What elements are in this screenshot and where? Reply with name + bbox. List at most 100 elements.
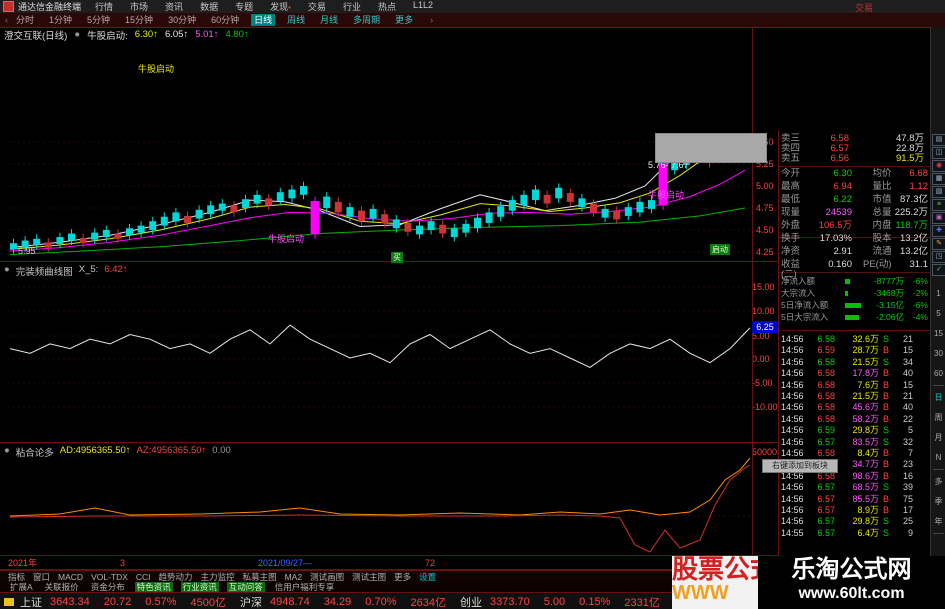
- menu-bar: 通达信金融终端 行情 市场 资讯 数据 专题 发现• 交易 行业 热点 L1L2 交易: [0, 0, 945, 13]
- period-tab-15分钟[interactable]: 15分钟: [125, 15, 154, 25]
- grid-icon[interactable]: ▤: [932, 134, 945, 146]
- period-tab-5分钟[interactable]: 5分钟: [87, 15, 111, 25]
- indicator-tab-MA2[interactable]: MA2: [284, 571, 303, 582]
- quote-cell: 14:56: [781, 379, 804, 390]
- quote-cell: 2.91: [833, 246, 853, 257]
- quote-cell: 58.2万: [852, 413, 879, 424]
- menu-item-市场[interactable]: 市场: [130, 2, 149, 12]
- date-axis-tick[interactable]: 2021/09/27—: [258, 558, 313, 568]
- indicator-tab-测试画图[interactable]: 测试画图: [310, 571, 345, 582]
- pattern-icon[interactable]: ▧: [932, 186, 945, 198]
- date-axis-tick[interactable]: 3: [120, 558, 126, 568]
- scroll-left-icon[interactable]: ‹: [5, 15, 8, 25]
- panel-divider-1[interactable]: [0, 261, 778, 262]
- indicator-tab-私募主图[interactable]: 私募主图: [242, 571, 277, 582]
- indicator-tab-更多[interactable]: 更多: [394, 571, 412, 582]
- panel2-current-value-badge: 6.25: [752, 321, 778, 333]
- period-tab-60分钟[interactable]: 60分钟: [211, 15, 240, 25]
- index-label[interactable]: 上证: [20, 596, 42, 609]
- panel3-indicator-name[interactable]: 粘合论多: [15, 448, 54, 459]
- menu-item-发现[interactable]: 发现•: [270, 2, 291, 12]
- index-label[interactable]: 创业: [459, 596, 482, 609]
- panel-icon[interactable]: ▦: [932, 173, 945, 185]
- period-tab-30分钟[interactable]: 30分钟: [168, 15, 197, 25]
- indicator-tab-MACD[interactable]: MACD: [58, 571, 84, 582]
- period-tab-更多[interactable]: 更多: [395, 15, 414, 25]
- scroll-right-icon[interactable]: ›: [430, 15, 434, 25]
- rail-period-5[interactable]: 5: [936, 309, 941, 318]
- rail-period-15[interactable]: 15: [934, 329, 943, 338]
- period-tab-月线[interactable]: 月线: [320, 15, 339, 25]
- stamp-icon[interactable]: ▣: [932, 212, 945, 224]
- rail-period-30[interactable]: 30: [934, 349, 943, 358]
- panel2-indicator-name[interactable]: 完装频曲线图: [15, 267, 73, 278]
- rail-period-多[interactable]: 多: [934, 477, 943, 486]
- quote-cell: 15: [902, 345, 913, 356]
- rail-period-日[interactable]: 日: [934, 393, 943, 402]
- info-tab-关联报价[interactable]: 关联报价: [44, 581, 79, 592]
- period-tab-日线[interactable]: 日线: [251, 14, 276, 26]
- rail-period-季[interactable]: 季: [934, 497, 943, 506]
- rail-period-年[interactable]: 年: [934, 517, 943, 526]
- quote-cell: 6.58: [817, 402, 835, 413]
- menu-item-数据[interactable]: 数据: [200, 2, 219, 12]
- indicator-tab-测试主图[interactable]: 测试主图: [352, 571, 387, 582]
- menu-item-行业[interactable]: 行业: [342, 2, 361, 12]
- edit-icon[interactable]: ✎: [932, 238, 945, 250]
- quote-cell: 6.57: [817, 527, 835, 538]
- info-tab-互动问答[interactable]: 互动问答: [226, 581, 265, 592]
- index-value: 5.00: [543, 595, 566, 608]
- indicator-tab-设置[interactable]: 设置: [419, 571, 437, 582]
- trade-alert-label[interactable]: 交易: [855, 3, 874, 13]
- info-tab-扩展A[interactable]: 扩展A: [10, 581, 33, 592]
- info-tab-特色资讯[interactable]: 特色资讯: [134, 581, 173, 592]
- info-tab-资金分布[interactable]: 资金分布: [90, 581, 125, 592]
- menu-item-资讯[interactable]: 资讯: [165, 2, 184, 12]
- period-tab-分时[interactable]: 分时: [16, 15, 35, 25]
- rail-period-周[interactable]: 周: [934, 413, 943, 422]
- quote-cell: 收益(二): [781, 259, 801, 280]
- menu-item-L1L2[interactable]: L1L2: [412, 0, 433, 10]
- stock-title: 澄交互联(日线): [4, 30, 68, 42]
- add-icon[interactable]: ✚: [932, 225, 945, 237]
- date-axis-tick[interactable]: 72: [425, 558, 436, 568]
- panel-divider-2[interactable]: [0, 442, 778, 443]
- rail-period-月[interactable]: 月: [934, 433, 943, 442]
- quote-panel: 卖三 6.58 47.8万 卖四 6.57 22.8万 卖五 6.56 91.5万 今开 6.30 均…: [779, 130, 930, 560]
- panel2-axis-label: -10.00: [752, 402, 778, 412]
- rail-period-1[interactable]: 1: [936, 289, 941, 298]
- check-icon[interactable]: ✓: [932, 264, 945, 276]
- quote-cell: 6.58: [817, 379, 835, 390]
- menu-item-热点[interactable]: 热点: [377, 2, 396, 12]
- layout-icon[interactable]: ◫: [932, 147, 945, 159]
- app-title: 通达信金融终端: [18, 2, 82, 12]
- rail-period-N[interactable]: N: [935, 453, 942, 462]
- index-value: 3643.34: [50, 595, 90, 608]
- rail-period-60[interactable]: 60: [934, 369, 943, 378]
- tick-row: 14:56 6.58 8.4万 B 7: [781, 448, 928, 459]
- index-label[interactable]: 沪深: [239, 596, 262, 609]
- date-axis-tick[interactable]: 2021年: [8, 558, 38, 568]
- indicator-tab-指标[interactable]: 指标: [8, 571, 26, 582]
- record-icon[interactable]: ◉: [932, 160, 945, 172]
- period-tab-多周期[interactable]: 多周期: [353, 15, 381, 25]
- info-tab-行业资讯[interactable]: 行业资讯: [180, 581, 219, 592]
- quote-cell: 14:56: [781, 334, 804, 344]
- period-tab-周线[interactable]: 周线: [287, 15, 306, 25]
- period-tab-1分钟[interactable]: 1分钟: [49, 15, 73, 25]
- indicator-tab-趋势动力[interactable]: 趋势动力: [158, 571, 193, 582]
- indicator-tab-CCI[interactable]: CCI: [135, 571, 151, 582]
- list-icon[interactable]: ≡: [932, 199, 945, 211]
- quote-cell: 14:56: [781, 493, 804, 504]
- window-icon[interactable]: ◳: [932, 251, 945, 263]
- menu-item-专题[interactable]: 专题: [235, 2, 254, 12]
- menu-item-行情[interactable]: 行情: [95, 2, 114, 12]
- info-tab-信用户福利专享[interactable]: 信用户福利专享: [274, 581, 335, 592]
- indicator-tab-VOL-TDX[interactable]: VOL-TDX: [91, 571, 128, 582]
- menu-item-交易[interactable]: 交易: [307, 2, 326, 12]
- quote-cell: S: [882, 356, 889, 367]
- indicator-tab-主力监控[interactable]: 主力监控: [200, 571, 235, 582]
- indicator-tab-窗口[interactable]: 窗口: [33, 571, 51, 582]
- folder-icon[interactable]: [4, 597, 14, 606]
